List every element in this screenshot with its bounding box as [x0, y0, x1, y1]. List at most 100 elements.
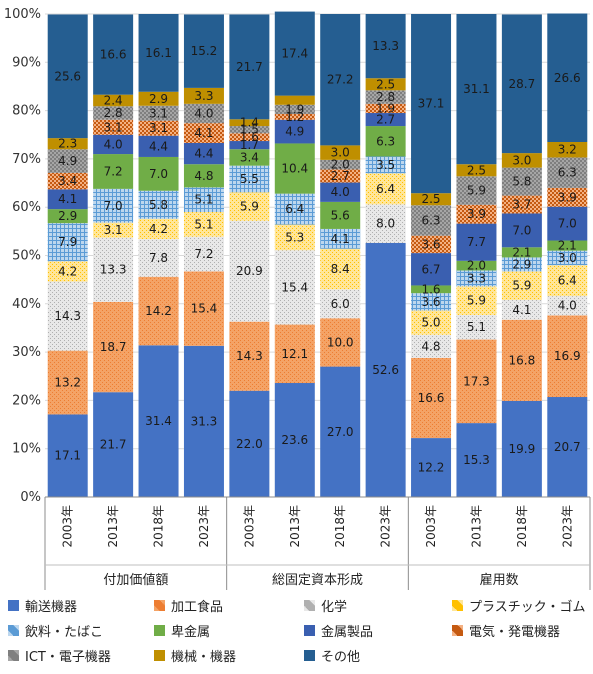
bar-segment — [547, 141, 588, 158]
data-label: 6.3 — [421, 213, 440, 227]
legend-swatch — [304, 625, 315, 636]
data-label: 2.9 — [512, 257, 531, 271]
data-label: 14.3 — [54, 309, 81, 323]
bar-segment — [183, 187, 224, 213]
bar-segment — [47, 14, 88, 139]
data-label: 3.1 — [104, 120, 123, 134]
bar-segment — [501, 299, 542, 320]
data-label: 3.7 — [512, 198, 531, 212]
bar-segment — [365, 78, 406, 91]
legend-label: 電気・発電機器 — [469, 625, 561, 640]
data-label: 15.4 — [281, 280, 308, 294]
bar-segment — [501, 271, 542, 300]
data-label: 2.5 — [421, 192, 440, 206]
bar-segment — [547, 397, 588, 497]
data-label: 5.1 — [194, 217, 213, 231]
data-label: 5.0 — [421, 316, 440, 330]
bar-segment — [93, 106, 134, 120]
data-label: 7.0 — [558, 217, 577, 231]
bar-segment — [138, 190, 179, 219]
data-label: 7.0 — [512, 223, 531, 237]
data-label: 7.9 — [58, 235, 77, 249]
bar-segment — [456, 286, 497, 315]
legend-label: 飲料・たばこ — [25, 625, 104, 640]
data-label: 5.8 — [149, 198, 168, 212]
y-tick-label: 70% — [12, 152, 41, 167]
data-label: 5.1 — [467, 320, 486, 334]
legend-swatch — [452, 625, 463, 636]
bar-segment — [320, 159, 361, 170]
data-label: 6.0 — [331, 297, 350, 311]
data-label: 4.0 — [558, 299, 577, 313]
bar-segment — [320, 14, 361, 146]
data-label: 28.7 — [509, 77, 536, 91]
bar-segment — [138, 156, 179, 191]
data-label: 2.5 — [467, 163, 486, 177]
data-label: 16.6 — [418, 391, 445, 405]
data-label: 10.0 — [327, 335, 354, 349]
bar-segment — [183, 345, 224, 497]
bar-segment — [138, 105, 179, 121]
data-label: 1.4 — [240, 116, 259, 130]
bar-segment — [274, 250, 315, 325]
bar-segment — [138, 239, 179, 277]
bar-segment — [229, 126, 270, 134]
bar-segment — [411, 14, 452, 194]
bar-segment — [138, 345, 179, 497]
bar-segment — [456, 270, 497, 287]
legend-swatch — [452, 600, 463, 611]
bar-segment — [183, 123, 224, 143]
legend-item: 電気・発電機器 — [452, 621, 560, 640]
category-label: 2023年 — [197, 505, 211, 548]
data-label: 14.2 — [145, 304, 172, 318]
data-label: 2.9 — [58, 209, 77, 223]
data-label: 5.9 — [512, 279, 531, 293]
bar-segment — [183, 164, 224, 188]
bar-segment — [365, 14, 406, 79]
data-label: 3.9 — [558, 190, 577, 204]
bar-segment — [411, 310, 452, 335]
bar-segment — [274, 383, 315, 497]
bar-segment — [320, 169, 361, 183]
bar-segment — [183, 236, 224, 272]
bar-segment — [501, 257, 542, 272]
bar-segment — [47, 223, 88, 262]
data-label: 8.4 — [331, 262, 350, 276]
bar-segment — [274, 95, 315, 105]
bar-segment — [456, 14, 497, 165]
data-label: 5.9 — [240, 199, 259, 213]
bar-segment — [456, 164, 497, 177]
data-labels: 17.1 13.2 14.3 4.2 7.9 2.9 4.1 3.4 4.9 2.3 25.6 21.… — [54, 39, 580, 474]
bar-segment — [501, 213, 542, 248]
data-label: 20.7 — [554, 440, 581, 454]
bar-segment — [501, 153, 542, 168]
bar-segment — [183, 271, 224, 346]
bar-segment — [547, 296, 588, 316]
y-tick-label: 0% — [20, 490, 41, 505]
y-tick-label: 20% — [12, 393, 41, 408]
bar-segment — [411, 205, 452, 236]
bar-segment — [183, 103, 224, 124]
bar-segment — [501, 167, 542, 196]
legend-label: その他 — [321, 650, 361, 665]
data-label: 5.8 — [512, 175, 531, 189]
legend-item: 機械・機器 — [154, 646, 236, 665]
data-label: 31.4 — [145, 414, 172, 428]
legend-swatch — [304, 650, 315, 661]
data-label: 2.8 — [104, 106, 123, 120]
bar-segment — [229, 141, 270, 150]
legend-swatch — [8, 600, 19, 611]
data-label: 6.7 — [421, 262, 440, 276]
data-label: 3.0 — [331, 146, 350, 160]
data-label: 3.3 — [467, 271, 486, 285]
bar-segment — [47, 172, 88, 190]
bar-segment — [47, 149, 88, 173]
data-label: 3.4 — [58, 174, 77, 188]
bar-segment — [456, 176, 497, 205]
data-label: 31.1 — [463, 82, 490, 96]
data-label: 1.6 — [240, 130, 259, 144]
bar-segment — [183, 142, 224, 165]
category-label: 2023年 — [379, 505, 393, 548]
y-tick-label: 50% — [12, 249, 41, 264]
data-label: 3.5 — [376, 158, 395, 172]
